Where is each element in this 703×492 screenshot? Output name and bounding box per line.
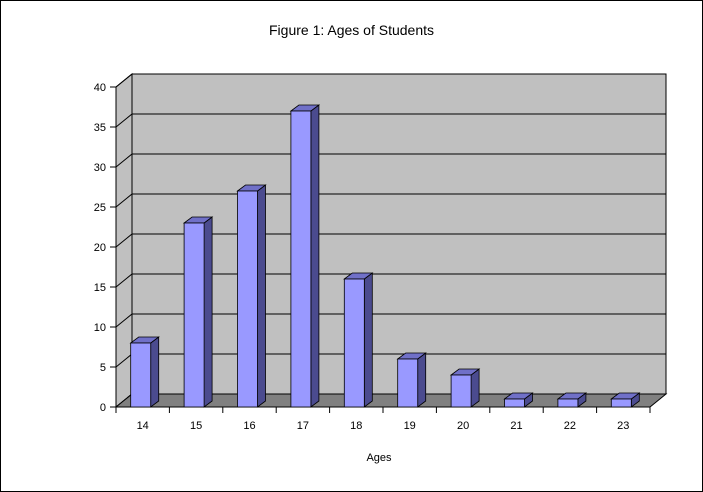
- bar: [236, 184, 267, 408]
- bar-side: [363, 272, 373, 408]
- y-tick-label: 15: [94, 282, 106, 294]
- x-tick-label: 14: [137, 420, 149, 432]
- bar-front: [130, 342, 152, 408]
- gridline-side: [115, 73, 133, 88]
- gridline-side: [115, 273, 133, 288]
- bar: [449, 368, 481, 408]
- x-tick-label: 15: [190, 420, 202, 432]
- bar: [503, 392, 534, 408]
- x-tick-labels: 14 15 16 17 18 19 20 21 22 23: [137, 420, 630, 432]
- bar-front: [397, 358, 419, 408]
- bar-side: [417, 352, 427, 408]
- bar-side: [150, 336, 160, 408]
- y-tick-label: 5: [100, 362, 106, 374]
- x-tick-label: 17: [297, 420, 309, 432]
- bar-front: [610, 398, 632, 408]
- gridline-side: [115, 313, 133, 328]
- y-tick-label: 40: [94, 82, 106, 94]
- y-tick-label: 30: [94, 162, 106, 174]
- bar-front: [183, 222, 205, 408]
- bars: [129, 104, 641, 408]
- bar: [182, 216, 214, 408]
- x-tick-label: 18: [350, 420, 362, 432]
- bar: [289, 104, 321, 408]
- y-tick-label: 20: [94, 242, 106, 254]
- bar: [343, 272, 374, 408]
- bar: [556, 392, 588, 408]
- gridline-side: [115, 233, 133, 248]
- chart-title: Figure 1: Ages of Students: [269, 22, 434, 38]
- gridline-side: [115, 113, 133, 128]
- y-tick-label: 35: [94, 122, 106, 134]
- y-tick-label: 10: [94, 322, 106, 334]
- y-tick-labels: 0 5 10 15 20 25 30 35 40: [94, 82, 106, 414]
- bar-front: [290, 110, 312, 408]
- bar-front: [504, 398, 525, 408]
- x-tick-label: 21: [510, 420, 522, 432]
- x-tick-label: 20: [457, 420, 469, 432]
- x-tick-label: 22: [564, 420, 576, 432]
- bar-side: [310, 104, 320, 408]
- bar-front: [237, 190, 258, 408]
- gridline-side: [115, 153, 133, 168]
- bar-side: [470, 368, 480, 408]
- bar-front: [450, 374, 472, 408]
- bar: [396, 352, 427, 408]
- x-tick-label: 16: [243, 420, 255, 432]
- x-tick-label: 23: [617, 420, 629, 432]
- y-tick-label: 0: [100, 402, 106, 414]
- x-axis-title: Ages: [366, 452, 392, 464]
- bar-front: [557, 398, 579, 408]
- bar: [129, 336, 160, 408]
- bar: [610, 392, 641, 408]
- bar-side: [203, 216, 213, 408]
- y-tick-label: 25: [94, 202, 106, 214]
- bar-front: [343, 278, 365, 408]
- bar-side: [257, 184, 266, 408]
- x-tick-label: 19: [404, 420, 416, 432]
- gridline-side: [115, 353, 133, 368]
- gridline-side: [115, 193, 133, 208]
